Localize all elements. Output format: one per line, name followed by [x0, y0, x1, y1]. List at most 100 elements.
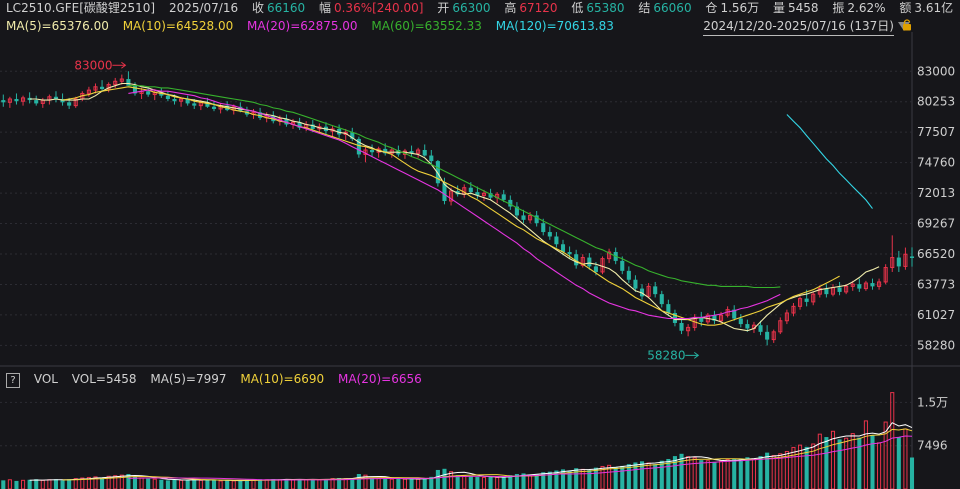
candle-body: [626, 270, 631, 280]
volume-ma-line-5: [29, 422, 913, 482]
volume-bar: [7, 479, 12, 489]
candle-body: [541, 223, 546, 233]
volume-bar: [126, 473, 131, 489]
candle-body: [857, 284, 862, 289]
candle-body: [679, 322, 684, 331]
volume-bar: [86, 476, 91, 489]
candle-body: [481, 192, 487, 196]
volume-bar: [613, 467, 618, 489]
candle-body: [580, 257, 585, 266]
volume-bar: [718, 460, 724, 489]
candle-body: [310, 124, 315, 129]
volume-bar: [528, 474, 533, 489]
volume-bar: [593, 467, 598, 489]
volume-bar: [185, 479, 190, 489]
candle-body: [791, 305, 796, 314]
volume-bar: [646, 462, 651, 489]
candle-body: [771, 331, 776, 341]
candle-body: [620, 260, 625, 271]
candle-body: [508, 199, 513, 207]
volume-bar: [633, 462, 638, 489]
volume-bar: [771, 455, 776, 489]
candle-body: [146, 91, 151, 95]
amplitude-value: 2.62%: [847, 1, 886, 15]
candle-body: [468, 187, 473, 193]
volume-bar: [837, 439, 842, 489]
volume-bar: [337, 478, 342, 489]
date-range-selector[interactable]: 2024/12/20-2025/07/16 (137日): [703, 18, 894, 36]
volume-bar: [521, 473, 526, 489]
volume-bar: [251, 479, 256, 489]
ma-lines: [29, 82, 880, 332]
candle-body: [659, 294, 664, 305]
vol-ma5-legend: MA(5)=7997: [150, 372, 227, 386]
volume-bar: [554, 470, 559, 489]
volume-bar: [679, 453, 684, 489]
volume-bar: [534, 473, 539, 489]
help-icon[interactable]: ?: [6, 373, 20, 388]
candle-body: [811, 293, 816, 303]
volume-bar: [172, 479, 177, 489]
volume-bar: [231, 480, 236, 489]
price-tick-label: 74760: [917, 156, 955, 170]
date-range-text: 2024/12/20-2025/07/16 (137日): [703, 19, 894, 33]
candle-body: [587, 257, 592, 267]
volume-bar: [791, 446, 796, 489]
candle-body: [409, 151, 414, 154]
volume-bar: [93, 476, 98, 489]
volume-bar: [146, 478, 151, 489]
candle-body: [337, 128, 342, 135]
oi-value: 1.56万: [720, 1, 760, 15]
candle-body: [837, 287, 842, 292]
volume-bar: [271, 479, 276, 489]
volume-bar: [488, 476, 493, 489]
volume-bar: [692, 457, 697, 489]
candle-body: [1, 100, 6, 103]
candle-body: [896, 257, 901, 267]
candle-body: [521, 215, 526, 220]
ma-line-ma120: [786, 114, 873, 209]
volume-title: VOL: [33, 372, 58, 386]
candle-body: [699, 317, 704, 322]
candle-body: [718, 314, 724, 322]
candle-body: [844, 285, 849, 293]
volume-bar: [745, 457, 750, 489]
candle-body: [863, 282, 868, 290]
candle-body: [745, 324, 750, 329]
volume-bar: [514, 473, 519, 489]
close-label: 收: [251, 1, 264, 15]
volume-bar: [567, 470, 572, 489]
volume-bar: [863, 420, 868, 489]
volume-bar: [751, 458, 757, 489]
volume-bar: [462, 475, 467, 489]
volume-bar: [370, 477, 375, 489]
volume-bar: [626, 464, 631, 489]
volume-bar: [211, 480, 217, 489]
volume-bar: [659, 460, 664, 489]
candle-body: [185, 98, 190, 104]
close-value: 66160: [266, 1, 306, 15]
candle-body: [877, 281, 882, 287]
volume-bar: [258, 479, 263, 489]
ma60-legend: MA(60)=63552.33: [371, 19, 482, 33]
volume-bar: [686, 456, 691, 489]
volume-bar: [192, 479, 197, 489]
candle-body: [732, 309, 737, 319]
lock-icon[interactable]: [902, 19, 912, 31]
annotation-arrowhead: [693, 351, 700, 359]
ma-line-ma60: [128, 85, 781, 289]
candle-body: [106, 84, 111, 90]
volume-bar: [205, 479, 210, 489]
candle-body: [574, 254, 579, 266]
volume-bar: [60, 480, 65, 489]
volume-bar: [284, 479, 289, 489]
volume-bar: [165, 480, 170, 489]
candle-body: [765, 331, 770, 340]
volume-bar: [310, 479, 315, 489]
volume-bar: [574, 468, 579, 489]
candle-body: [554, 236, 559, 245]
volume-bar: [53, 479, 59, 489]
volume-bar: [725, 459, 730, 489]
ma-line-ma5: [29, 82, 880, 332]
candle-body: [850, 283, 855, 287]
